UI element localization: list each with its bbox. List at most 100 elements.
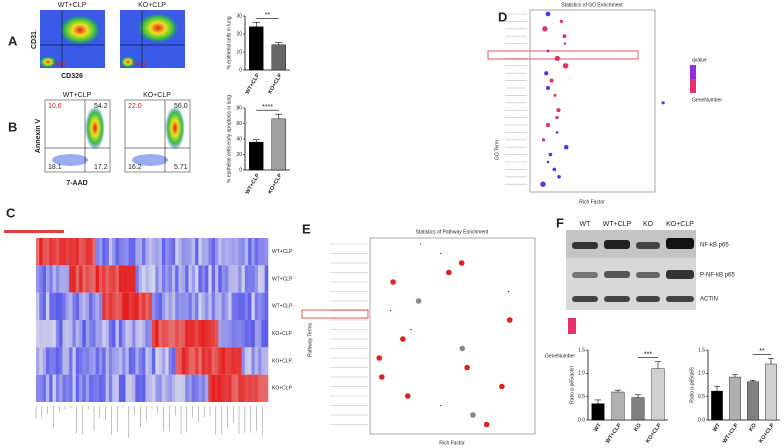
- heat-cell: [171, 347, 176, 375]
- heat-cell: [181, 347, 186, 375]
- heat-cell: [36, 238, 40, 266]
- heat-cell: [115, 374, 120, 402]
- heat-cell: [231, 292, 236, 320]
- heat-cell: [42, 265, 47, 293]
- significance: **: [265, 12, 271, 19]
- heat-cell: [178, 374, 183, 402]
- heat-cell: [152, 374, 156, 402]
- dot: [562, 63, 569, 69]
- panel-label: A: [8, 33, 18, 48]
- dot: [562, 34, 567, 39]
- bar: [611, 391, 625, 421]
- heat-cell: [82, 374, 87, 402]
- legend-gradient: [690, 79, 696, 93]
- heat-cell: [89, 238, 93, 266]
- heat-cell: [45, 320, 50, 348]
- heat-cell: [145, 374, 149, 402]
- heat-cell: [152, 265, 156, 293]
- bar: [711, 390, 723, 421]
- heat-cell: [59, 292, 63, 320]
- heat-cell: [175, 292, 179, 320]
- x-tick-label: WT+CLP: [605, 422, 623, 444]
- plot-title: Statistics of GO Enrichment: [561, 2, 623, 8]
- heat-cell: [264, 238, 269, 266]
- heat-cell: [171, 292, 176, 320]
- heat-cell: [158, 238, 163, 266]
- heat-cell: [138, 265, 143, 293]
- heat-cell: [102, 347, 106, 375]
- x-tick-label: WT+CLP: [245, 172, 262, 195]
- heat-cell: [39, 238, 43, 266]
- panel-label: C: [6, 205, 16, 220]
- heat-cell: [65, 292, 70, 320]
- heat-cell: [55, 320, 60, 348]
- heat-cell: [95, 238, 100, 266]
- plot-title: WT+CLP: [58, 2, 87, 9]
- heat-cell: [261, 238, 265, 266]
- heat-cell: [108, 374, 113, 402]
- dot: [379, 374, 385, 380]
- heat-cell: [208, 320, 212, 348]
- heat-cell: [224, 347, 229, 375]
- dot: [545, 122, 551, 128]
- heat-cell: [261, 347, 265, 375]
- heat-cell: [128, 320, 133, 348]
- heat-cell: [115, 292, 120, 320]
- heat-cell: [75, 320, 80, 348]
- heat-cell: [45, 292, 50, 320]
- heat-cell: [118, 320, 123, 348]
- heat-cell: [95, 265, 100, 293]
- heat-cell: [201, 374, 206, 402]
- y-tick-label: 1.5: [578, 347, 585, 353]
- heat-cell: [191, 320, 196, 348]
- heat-cell: [211, 347, 216, 375]
- heat-cell: [264, 320, 269, 348]
- heat-cell: [152, 238, 156, 266]
- bar: [249, 141, 264, 171]
- heat-cell: [195, 320, 199, 348]
- heat-cell: [36, 292, 40, 320]
- heat-cell: [112, 292, 116, 320]
- heat-cell: [231, 347, 236, 375]
- y-axis-label: Ratio p-p65/p65: [689, 367, 695, 403]
- heat-cell: [79, 374, 83, 402]
- heat-cell: [152, 347, 156, 375]
- significance: **: [759, 348, 765, 355]
- heat-cell: [42, 238, 47, 266]
- heat-cell: [115, 347, 120, 375]
- x-tick-label: KO: [633, 422, 643, 433]
- heat-cell: [89, 347, 93, 375]
- gate-value: 16.2: [128, 164, 142, 171]
- heat-cell: [115, 238, 120, 266]
- heat-cell: [168, 320, 173, 348]
- heat-cell: [138, 238, 143, 266]
- heat-cell: [201, 320, 206, 348]
- heat-cell: [195, 374, 199, 402]
- heat-cell: [261, 374, 265, 402]
- heat-cell: [238, 238, 242, 266]
- heat-cell: [36, 320, 40, 348]
- flow-plot: [39, 10, 185, 68]
- heat-cell: [55, 347, 60, 375]
- plot-title: KO+CLP: [143, 92, 171, 99]
- heat-cell: [254, 292, 259, 320]
- heat-cell: [175, 320, 179, 348]
- heat-cell: [224, 238, 229, 266]
- dot: [548, 152, 553, 157]
- heat-cell: [52, 292, 57, 320]
- dot-plot: [330, 243, 513, 428]
- heat-cell: [105, 292, 110, 320]
- heat-cell: [155, 320, 159, 348]
- heat-cell: [98, 320, 103, 348]
- heat-cell: [145, 238, 149, 266]
- heat-cell: [102, 265, 106, 293]
- heat-cell: [241, 292, 246, 320]
- heat-cell: [132, 292, 136, 320]
- bar: [591, 403, 605, 421]
- heat-cell: [148, 347, 153, 375]
- heat-cell: [148, 292, 153, 320]
- axis-label: Rich Factor: [439, 440, 465, 446]
- heat-cell: [218, 265, 222, 293]
- heat-cell: [208, 374, 212, 402]
- heat-cell: [65, 374, 70, 402]
